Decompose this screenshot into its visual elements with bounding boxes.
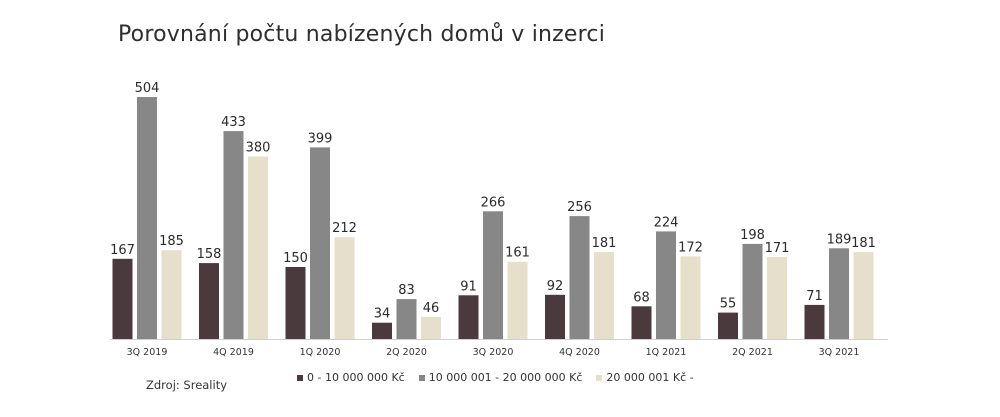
data-label-3-5: 161 xyxy=(505,246,530,261)
data-label-2-1: 504 xyxy=(135,81,160,96)
data-label-3-9: 181 xyxy=(851,236,876,251)
bar-1-1 xyxy=(112,258,133,339)
legend-swatch-series-1 xyxy=(297,374,303,381)
x-tick-label-4: 2Q 2020 xyxy=(386,347,427,358)
legend-label-series-1: 0 - 10 000 000 Kč xyxy=(307,371,405,384)
data-label-3-1: 185 xyxy=(159,234,184,249)
data-label-2-3: 399 xyxy=(308,131,333,146)
data-label-3-7: 172 xyxy=(678,240,703,255)
data-label-2-8: 198 xyxy=(740,228,765,243)
x-tick-label-9: 3Q 2021 xyxy=(819,347,860,358)
data-label-2-5: 266 xyxy=(481,195,506,210)
bar-3-1 xyxy=(161,250,182,339)
bar-1-3 xyxy=(285,267,306,339)
legend-swatch-series-2 xyxy=(418,374,425,381)
legend-label-series-2: 10 000 001 - 20 000 000 Kč xyxy=(428,371,583,384)
source-note: Zdroj: Sreality xyxy=(146,378,228,392)
x-tick-label-5: 3Q 2020 xyxy=(473,347,514,358)
legend-item-series-2: 10 000 001 - 20 000 000 Kč xyxy=(418,371,583,384)
data-label-3-4: 46 xyxy=(423,301,440,316)
legend-label-series-3: 20 000 001 Kč - xyxy=(606,371,694,384)
bar-3-6 xyxy=(594,252,614,339)
data-label-2-2: 433 xyxy=(221,115,246,130)
data-label-1-6: 92 xyxy=(547,279,564,294)
bar-2-7 xyxy=(656,231,676,339)
bar-3-5 xyxy=(507,261,528,339)
data-label-1-7: 68 xyxy=(633,290,650,305)
bar-2-5 xyxy=(483,211,503,339)
bar-3-2 xyxy=(248,156,268,339)
legend-swatch-series-3 xyxy=(596,374,603,381)
x-tick-label-2: 4Q 2019 xyxy=(213,347,254,358)
data-label-1-1: 167 xyxy=(110,243,135,258)
bar-1-4 xyxy=(372,322,392,339)
bar-2-1 xyxy=(137,97,157,339)
data-label-2-9: 189 xyxy=(827,232,852,247)
bar-2-9 xyxy=(829,248,849,340)
data-label-3-3: 212 xyxy=(332,221,357,236)
bar-1-6 xyxy=(545,294,565,339)
data-label-1-9: 71 xyxy=(806,289,823,304)
x-tick-label-3: 1Q 2020 xyxy=(300,347,341,358)
x-tick-label-1: 3Q 2019 xyxy=(127,347,168,358)
legend-item-series-1: 0 - 10 000 000 Kč xyxy=(297,371,405,384)
bar-3-9 xyxy=(853,252,874,339)
data-label-3-2: 380 xyxy=(246,141,271,156)
bar-2-8 xyxy=(742,243,763,339)
data-label-1-5: 91 xyxy=(460,279,477,294)
x-tick-label-6: 4Q 2020 xyxy=(559,347,600,358)
bar-3-8 xyxy=(767,256,787,339)
bar-1-7 xyxy=(631,306,652,339)
chart-title: Porovnání počtu nabízených domů v inzerc… xyxy=(118,22,606,47)
data-label-1-4: 34 xyxy=(374,307,391,322)
bar-3-4 xyxy=(421,316,441,339)
data-label-1-8: 55 xyxy=(720,297,737,312)
data-label-1-3: 150 xyxy=(283,251,308,266)
bar-2-4 xyxy=(396,299,417,339)
data-label-2-7: 224 xyxy=(654,215,679,230)
x-tick-label-7: 1Q 2021 xyxy=(646,347,687,358)
data-label-3-6: 181 xyxy=(592,236,617,251)
bar-2-6 xyxy=(569,216,590,339)
legend-item-series-3: 20 000 001 Kč - xyxy=(596,371,694,384)
bar-1-9 xyxy=(804,304,825,339)
data-label-2-6: 256 xyxy=(567,200,592,215)
data-label-1-2: 158 xyxy=(197,247,222,262)
bar-1-8 xyxy=(718,312,738,339)
bar-2-3 xyxy=(310,147,330,339)
bar-3-3 xyxy=(334,237,355,339)
bar-1-5 xyxy=(458,295,479,339)
bar-1-2 xyxy=(199,263,219,339)
data-label-3-8: 171 xyxy=(765,241,790,256)
bar-2-2 xyxy=(223,131,244,339)
x-tick-label-8: 2Q 2021 xyxy=(732,347,773,358)
bar-3-7 xyxy=(680,256,701,339)
legend: 0 - 10 000 000 Kč 10 000 001 - 20 000 00… xyxy=(297,371,708,384)
data-label-2-4: 83 xyxy=(398,283,415,298)
